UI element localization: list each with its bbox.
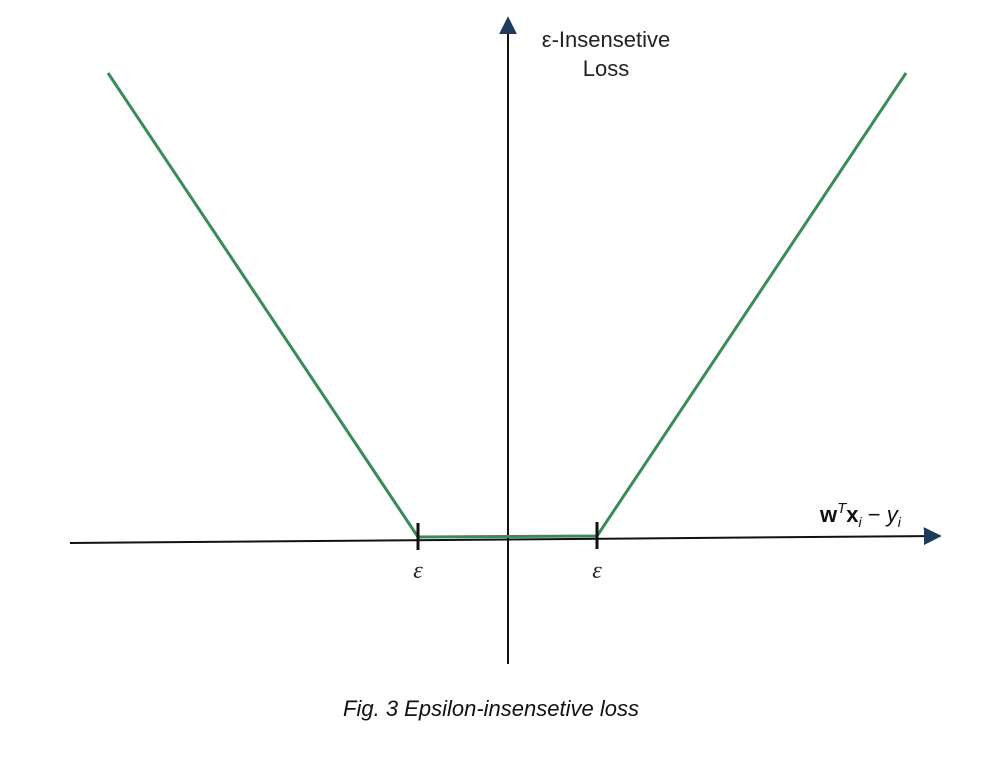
x-axis [69, 527, 942, 546]
figure-caption: Fig. 3 Epsilon-insensetive loss [343, 696, 639, 721]
x-label-sub-i1: i [859, 514, 863, 530]
x-label-w: w [819, 502, 838, 527]
y-axis-label-line1: ε-Insensetive [542, 27, 670, 52]
x-label-sup-T: T [837, 500, 848, 517]
x-label-y: y [885, 502, 900, 527]
x-label-minus: − [862, 502, 887, 527]
x-label-sub-i2: i [898, 514, 902, 530]
tick-label-left: ε [413, 558, 423, 584]
tick-label-right: ε [592, 558, 602, 584]
loss-curve [106, 72, 908, 539]
x-axis-label: wTxi − yi [819, 500, 902, 530]
x-label-x: x [846, 502, 859, 527]
y-axis-label-line2: Loss [583, 56, 629, 81]
